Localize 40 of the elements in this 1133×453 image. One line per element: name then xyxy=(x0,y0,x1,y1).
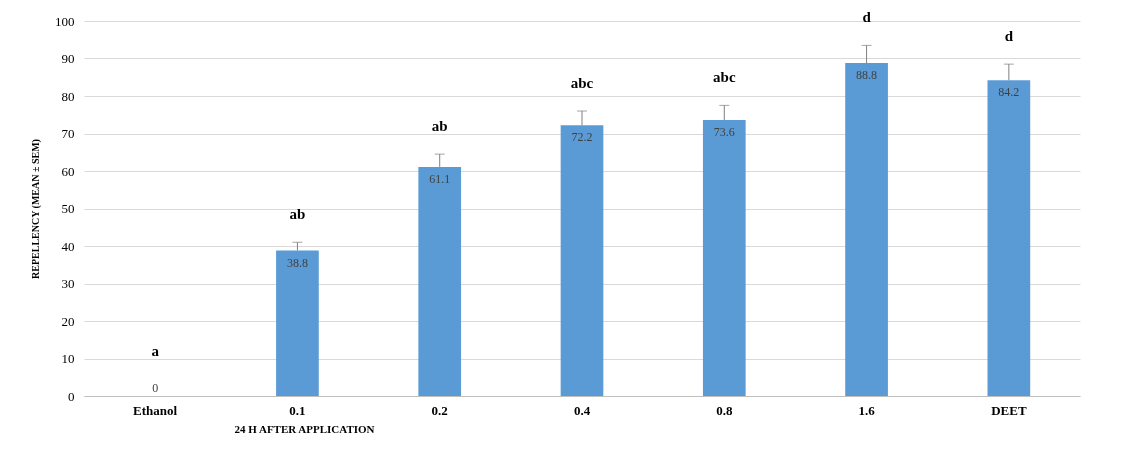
y-tick-label: 100 xyxy=(55,13,75,29)
y-tick-label: 70 xyxy=(61,126,75,141)
data-label: 73.6 xyxy=(713,125,735,139)
bar xyxy=(560,125,604,396)
x-tick-label: 0.8 xyxy=(716,402,733,418)
y-tick-label: 60 xyxy=(61,163,75,179)
y-tick-label: 80 xyxy=(61,88,75,104)
bar xyxy=(418,166,462,396)
x-tick-label: Ethanol xyxy=(133,402,178,418)
bar xyxy=(276,250,319,396)
x-axis-title: 24 H AFTER APPLICATION xyxy=(234,422,375,435)
annotation: abc xyxy=(713,69,736,86)
y-tick-label: 50 xyxy=(61,201,75,216)
annotation: d xyxy=(1004,28,1014,45)
data-label: 61.1 xyxy=(429,171,451,186)
x-tick-label: DEET xyxy=(991,402,1027,418)
x-tick-label: 0.4 xyxy=(573,402,591,418)
bar xyxy=(702,120,746,396)
annotation: ab xyxy=(431,118,448,135)
x-tick-label: 0.2 xyxy=(431,402,448,418)
data-label: 38.8 xyxy=(286,255,308,270)
y-axis-title: REPELLENCY (MEAN ± SEM) xyxy=(30,139,42,279)
data-label: 88.8 xyxy=(856,68,878,82)
y-tick-label: 10 xyxy=(61,351,75,366)
y-tick-label: 20 xyxy=(61,313,75,329)
annotation: a xyxy=(151,343,160,359)
y-tick-label: 30 xyxy=(61,276,75,291)
y-tick-label: 40 xyxy=(61,238,75,254)
data-label: 84.2 xyxy=(998,85,1020,100)
annotation: d xyxy=(862,9,872,26)
data-label: 0 xyxy=(152,381,159,395)
y-tick-label: 90 xyxy=(61,51,75,66)
x-tick-label: 0.1 xyxy=(289,402,306,418)
annotation: ab xyxy=(289,206,306,223)
y-tick-label: 0 xyxy=(68,388,75,404)
data-label: 72.2 xyxy=(571,130,593,145)
bar xyxy=(987,80,1031,396)
x-tick-label: 1.6 xyxy=(858,402,876,418)
bar xyxy=(845,63,888,396)
annotation: abc xyxy=(570,75,594,91)
